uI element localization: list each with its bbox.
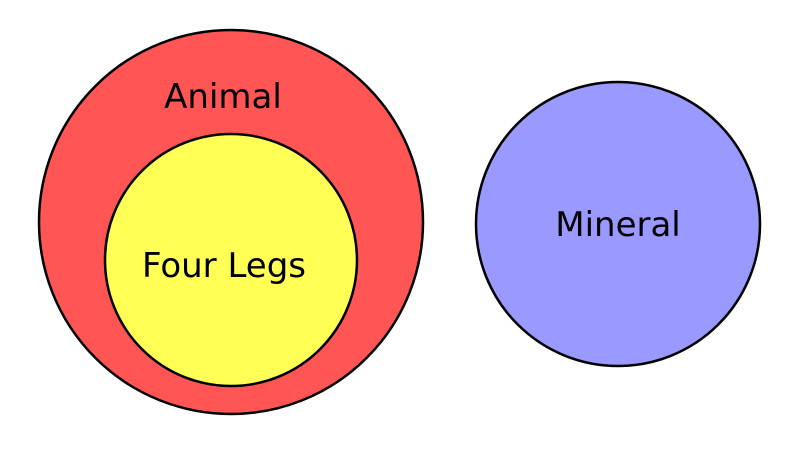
mineral-label: Mineral <box>555 205 681 245</box>
four-legs-label: Four Legs <box>142 246 306 286</box>
animal-label: Animal <box>164 77 282 117</box>
four-legs-circle <box>103 132 359 388</box>
mineral-circle <box>474 80 762 368</box>
